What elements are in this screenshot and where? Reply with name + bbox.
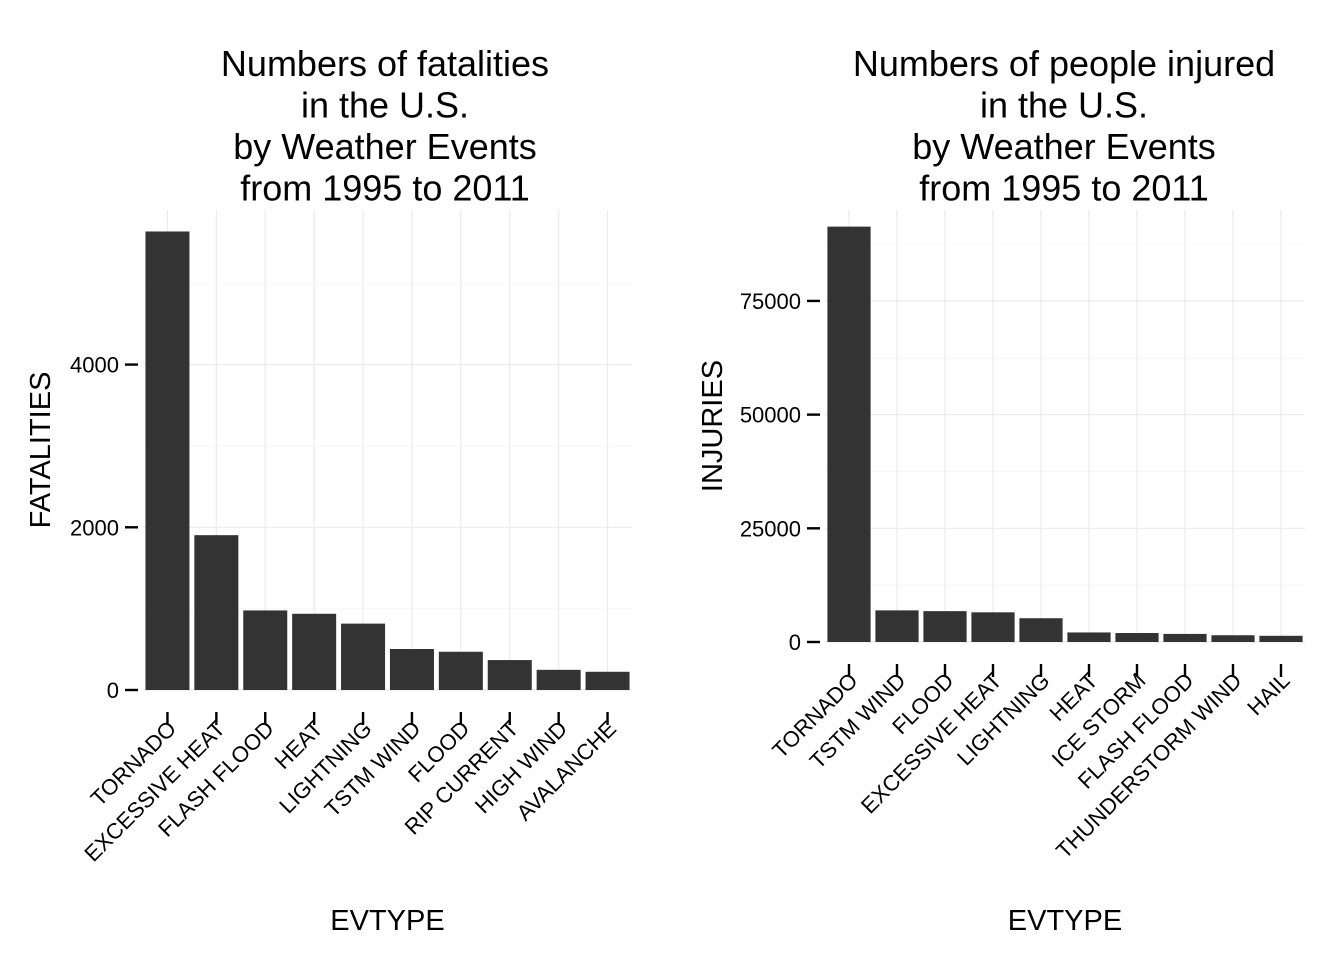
chart2-bar [1067,632,1111,642]
chart2-x-axis-title: EVTYPE [1008,905,1122,937]
chart1-x-axis-title: EVTYPE [330,905,444,937]
chart1-bar [194,535,239,690]
chart2-y-tick-label: 25000 [740,516,801,541]
chart2-y-axis-title: INJURIES [697,360,729,492]
chart2-title-line: by Weather Events [912,126,1216,167]
chart2-x-tick-label: HAIL [1242,668,1294,720]
chart2-bar [1211,635,1255,642]
chart1-title-line: by Weather Events [233,126,537,167]
chart1-bar [585,671,630,690]
chart1-bar [243,610,288,690]
chart2-bar [1019,618,1063,642]
chart1-bar [389,648,434,690]
chart1-bar [341,623,386,690]
chart2-y-tick-label: 0 [789,630,801,655]
chart1-title-line: in the U.S. [301,85,469,126]
chart1-title-line: from 1995 to 2011 [240,168,530,209]
chart1-y-tick-label: 0 [107,678,119,703]
chart2-bar [1163,633,1207,642]
chart2-bar [971,612,1015,642]
chart2-y-tick-label: 75000 [740,289,801,314]
chart1-bar [292,613,337,690]
chart2-title-line: Numbers of people injured [853,43,1275,84]
chart1-y-axis-title: FATALITIES [25,372,57,529]
chart2-title-line: from 1995 to 2011 [919,168,1209,209]
chart1-title-line: Numbers of fatalities [221,43,549,84]
chart1-y-tick-label: 2000 [70,515,119,540]
chart1-bar [145,231,190,690]
chart2-bar [1115,633,1159,642]
chart2-bar [827,226,871,642]
chart1-bar [536,669,581,690]
chart2-y-tick-label: 50000 [740,403,801,428]
chart1-bar [438,651,483,690]
chart2-bar [923,611,967,642]
chart2-bar [875,610,919,642]
chart1-y-tick-label: 4000 [70,353,119,378]
chart1-bar [487,660,532,690]
chart2-title-line: in the U.S. [980,85,1148,126]
chart2-bar [1259,635,1303,642]
